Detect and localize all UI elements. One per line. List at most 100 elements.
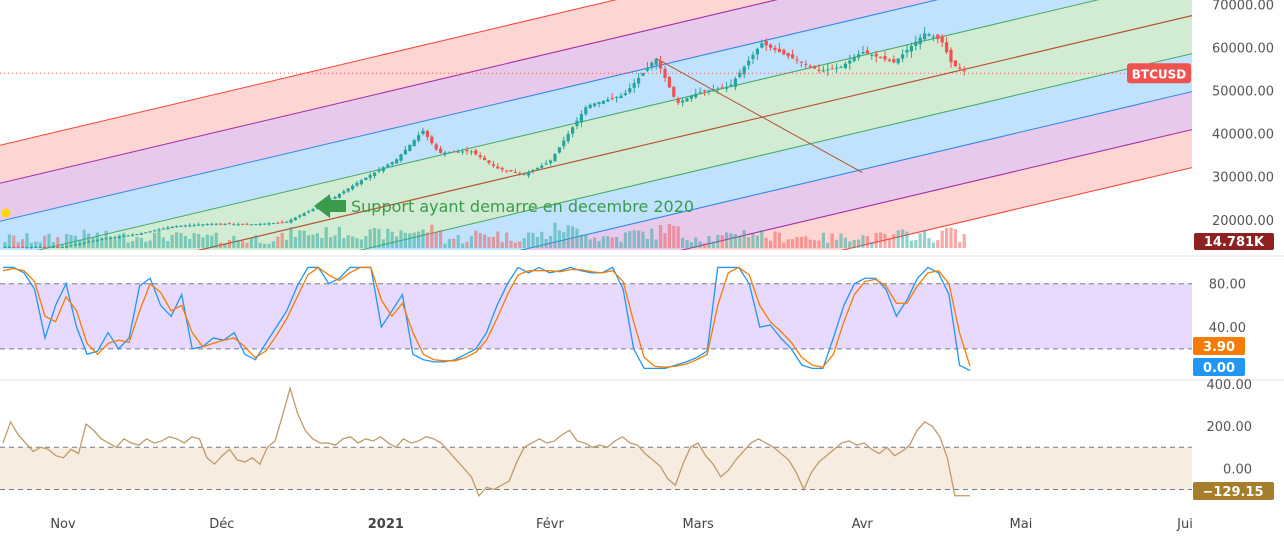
volume-bar <box>104 230 108 248</box>
volume-bar <box>923 230 927 248</box>
candle-body <box>659 60 663 69</box>
candle-body <box>544 163 548 165</box>
candle-body <box>619 95 623 99</box>
volume-bar <box>522 238 526 248</box>
volume-bar <box>958 242 962 248</box>
volume-bar <box>527 232 531 248</box>
volume-bar <box>390 231 394 248</box>
volume-bar <box>43 235 47 248</box>
volume-bar <box>791 239 795 248</box>
volume-bar <box>606 236 610 248</box>
time-tick-label: Nov <box>50 517 76 532</box>
volume-bar <box>769 240 773 248</box>
candle-body <box>892 59 896 63</box>
volume-bar <box>329 237 333 248</box>
candle-body <box>931 36 935 38</box>
candle-body <box>263 223 267 225</box>
volume-bar <box>91 237 95 248</box>
candle-body <box>351 185 355 190</box>
volume-bar <box>219 242 223 248</box>
stoch-value-label: 0.00 <box>1203 361 1235 376</box>
stoch-value-label: 3.90 <box>1203 340 1235 355</box>
volume-bar <box>887 238 891 248</box>
volume-bar <box>694 237 698 248</box>
candle-body <box>126 235 130 237</box>
volume-bar <box>126 242 130 248</box>
volume-bar <box>302 230 306 248</box>
volume-bar <box>258 242 262 248</box>
volume-bar <box>562 232 566 248</box>
candle-body <box>958 67 962 69</box>
volume-bar <box>87 233 91 248</box>
volume-bar <box>210 235 214 248</box>
volume-bar <box>153 232 157 248</box>
cci-series-line <box>2 385 970 497</box>
volume-bar <box>7 234 11 248</box>
volume-bar <box>245 242 249 248</box>
volume-bar <box>395 236 399 248</box>
candle-body <box>219 223 223 225</box>
candle-body <box>760 43 764 48</box>
volume-bar <box>342 238 346 248</box>
candle-body <box>364 177 368 180</box>
volume-bar <box>777 232 781 248</box>
volume-bar <box>78 239 82 248</box>
volume-bar <box>430 224 434 248</box>
candle-body <box>729 84 733 87</box>
candle-body <box>474 150 478 155</box>
candle-body <box>439 148 443 153</box>
price-plot-area <box>0 0 1192 250</box>
candle-body <box>901 54 905 59</box>
candle-body <box>373 172 377 176</box>
candle-body <box>540 165 544 168</box>
candle-body <box>777 48 781 53</box>
volume-bar <box>540 231 544 248</box>
candle-body <box>527 172 531 176</box>
volume-bar <box>962 234 966 248</box>
volume-bar <box>60 243 64 248</box>
volume-bar <box>901 229 905 248</box>
time-tick-label: Avr <box>852 517 874 532</box>
candle-body <box>817 69 821 71</box>
candle-body <box>773 47 777 50</box>
volume-bar <box>491 236 495 248</box>
volume-bar <box>703 243 707 248</box>
candle-body <box>399 154 403 161</box>
volume-bar <box>843 237 847 248</box>
candle-body <box>848 60 852 64</box>
candle-body <box>725 86 729 89</box>
price-scale[interactable]: 70000.00 60000.00 50000.00 40000.00 30000.00… <box>1193 0 1274 500</box>
candle-body <box>579 114 583 123</box>
volume-bar <box>659 225 663 248</box>
volume-bar <box>945 227 949 248</box>
candle-body <box>571 127 575 134</box>
candle-body <box>782 49 786 55</box>
volume-bar <box>324 227 328 248</box>
volume-group <box>3 222 966 248</box>
candle-body <box>861 52 865 54</box>
candle-body <box>874 53 878 57</box>
candle-body <box>535 167 539 170</box>
candle-body <box>927 34 931 36</box>
volume-bar <box>439 230 443 248</box>
candle-body <box>676 98 680 103</box>
candle-body <box>505 170 509 172</box>
candle-body <box>241 223 245 225</box>
candle-body <box>707 90 711 92</box>
volume-bar <box>183 235 187 248</box>
candle-body <box>852 57 856 61</box>
volume-bar <box>135 236 139 248</box>
volume-bar <box>131 241 135 248</box>
candle-body <box>280 222 284 224</box>
candle-body <box>153 230 157 232</box>
volume-bar <box>21 239 25 248</box>
volume-bar <box>663 233 667 248</box>
candle-body <box>769 44 773 48</box>
candle-body <box>285 221 289 223</box>
volume-bar <box>738 236 742 248</box>
candle-body <box>905 50 909 53</box>
price-tick-label: 20000.00 <box>1212 214 1274 229</box>
volume-bar <box>170 234 174 248</box>
time-tick-label: Jui <box>1176 517 1193 532</box>
